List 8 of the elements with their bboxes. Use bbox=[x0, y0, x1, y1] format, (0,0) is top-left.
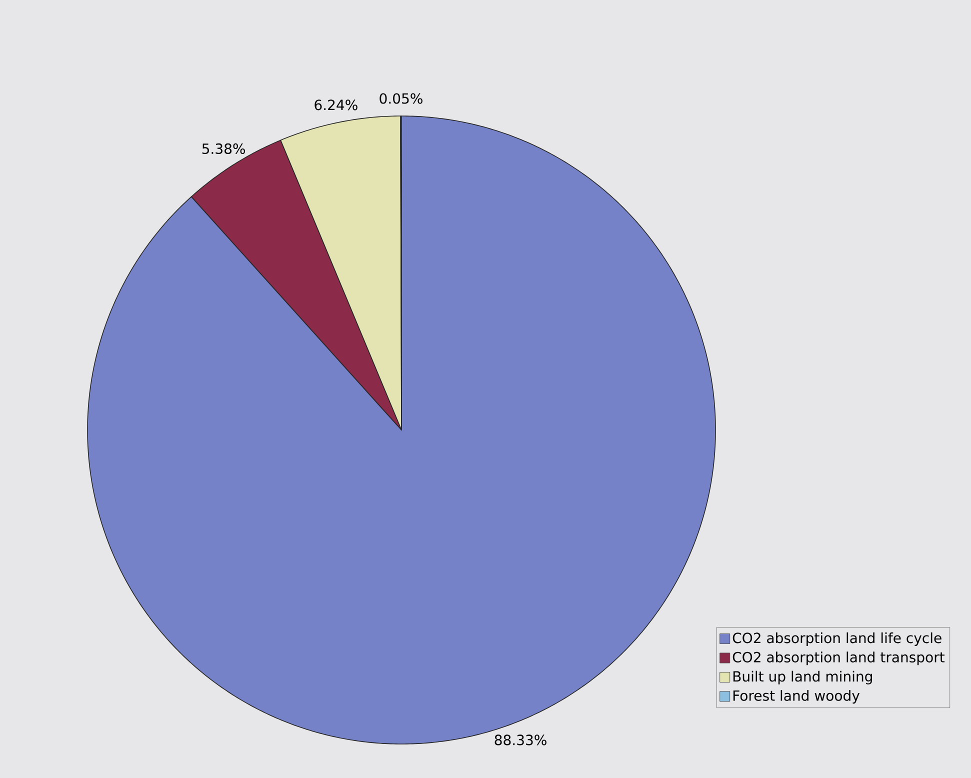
data-label: 0.05% bbox=[380, 93, 422, 104]
legend-label: Built up land mining bbox=[733, 670, 872, 684]
data-label: 6.24% bbox=[314, 100, 358, 110]
legend-label: Forest land woody bbox=[733, 690, 860, 704]
legend-label: CO2 absorption land life cycle bbox=[732, 632, 942, 646]
data-label: 5.38% bbox=[202, 143, 246, 154]
data-label: 88.33% bbox=[494, 734, 546, 746]
legend-label: CO2 absorption land transport bbox=[732, 652, 945, 666]
